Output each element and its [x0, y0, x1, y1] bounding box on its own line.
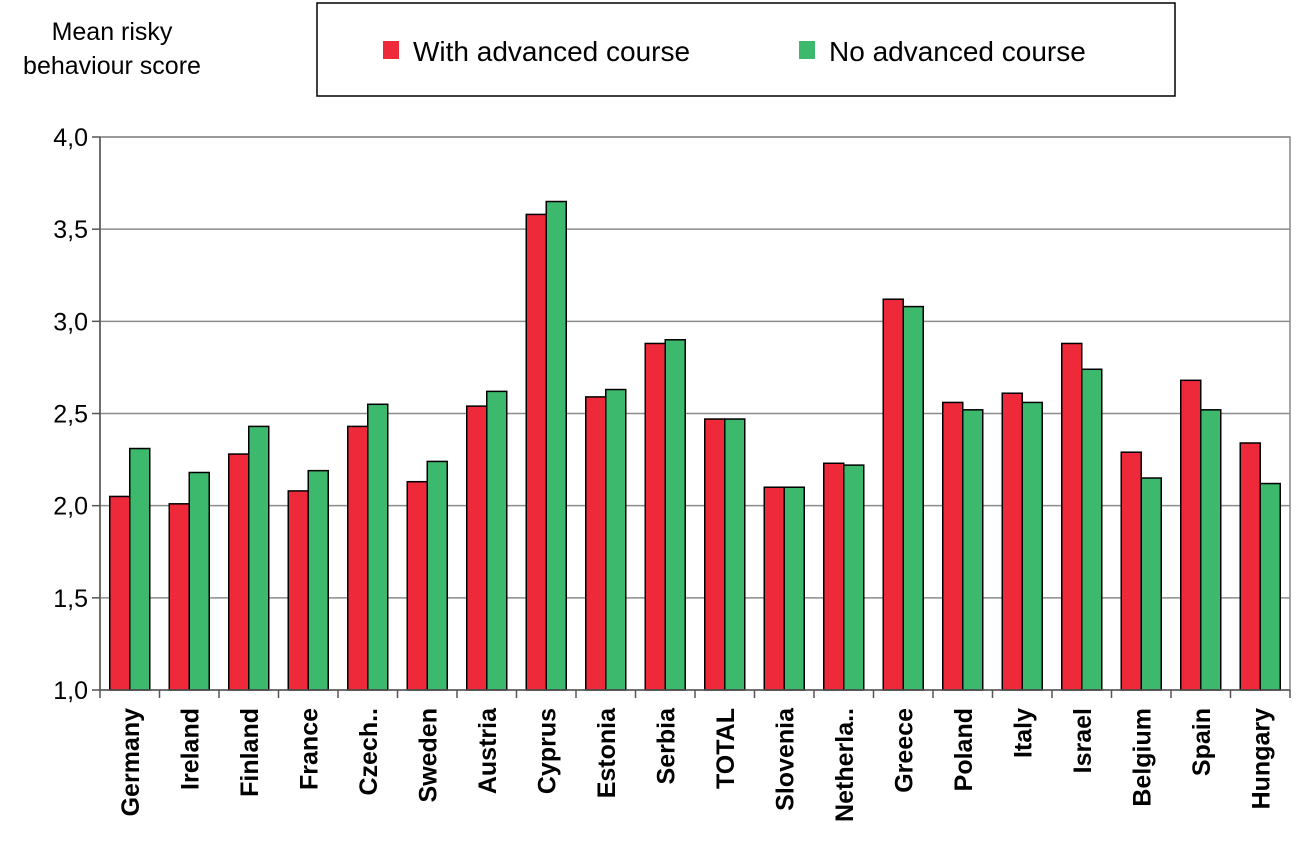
x-category-label: Greece: [890, 708, 918, 793]
bar-with-course: [109, 495, 131, 691]
x-category-label: Ireland: [176, 708, 204, 790]
bar-with-course: [1061, 342, 1083, 691]
bar-no-course: [426, 460, 448, 691]
x-category-label: Netherla..: [831, 708, 859, 822]
bar-with-course: [763, 486, 785, 691]
legend-swatch-with-course: [383, 41, 399, 59]
x-category-label: Belgium: [1128, 708, 1156, 807]
legend-label-with-course: With advanced course: [413, 36, 690, 67]
x-category-label: Serbia: [652, 707, 680, 785]
y-tick-label: 1,0: [53, 677, 88, 705]
bar-no-course: [367, 403, 389, 691]
legend-frame: [316, 2, 1176, 97]
x-category-label: Spain: [1188, 708, 1216, 776]
x-category-label: France: [295, 708, 323, 790]
x-category-label: Cyprus: [533, 708, 561, 794]
y-axis-label-line-2: behaviour score: [23, 52, 201, 80]
y-tick-label: 3,5: [53, 216, 88, 244]
x-category-label: Slovenia: [771, 707, 799, 811]
y-axis-label-line-1: Mean risky: [52, 18, 173, 46]
bar-no-course: [129, 447, 151, 691]
bar-with-course: [525, 213, 547, 691]
bar-with-course: [228, 453, 250, 691]
x-category-label: Poland: [950, 708, 978, 791]
bar-no-course: [1200, 409, 1222, 691]
bar-with-course: [942, 401, 964, 691]
y-tick-label: 2,5: [53, 401, 88, 429]
bar-with-course: [347, 425, 369, 691]
bar-with-course: [168, 503, 190, 691]
x-category-label: Israel: [1069, 708, 1097, 773]
y-tick-label: 1,5: [53, 585, 88, 613]
bar-no-course: [1259, 482, 1281, 691]
legend-label-no-course: No advanced course: [829, 36, 1086, 67]
bar-with-course: [704, 418, 726, 691]
bar-with-course: [585, 396, 607, 691]
x-category-label: Italy: [1009, 708, 1037, 758]
x-category-label: Germany: [117, 708, 145, 816]
bar-no-course: [545, 200, 567, 691]
bar-with-course: [823, 462, 845, 691]
bar-no-course: [664, 339, 686, 691]
x-category-label: TOTAL: [712, 708, 740, 789]
y-tick-label: 2,0: [53, 493, 88, 521]
bar-no-course: [188, 471, 210, 691]
plot-area: 1,0 1,5 2,0 2,5 3,0 3,5 4,0 Germany Ireland Finla…: [53, 124, 1291, 822]
legend-swatch-no-course: [799, 41, 815, 59]
bar-with-course: [644, 342, 666, 691]
bar-no-course: [1081, 368, 1103, 691]
bar-no-course: [902, 305, 924, 691]
bar-with-course: [882, 298, 904, 691]
bar-no-course: [962, 409, 984, 691]
bar-no-course: [1021, 401, 1043, 691]
bar-no-course: [724, 418, 746, 691]
bar-no-course: [843, 464, 865, 691]
bar-no-course: [783, 486, 805, 691]
x-category-label: Finland: [236, 708, 264, 797]
bar-no-course: [605, 388, 627, 691]
bar-no-course: [1140, 477, 1162, 691]
bar-with-course: [406, 480, 428, 691]
x-category-label: Sweden: [414, 708, 442, 802]
x-category-label: Austria: [474, 707, 502, 794]
bar-with-course: [1239, 442, 1261, 691]
legend: With advanced course No advanced course: [316, 2, 1176, 97]
x-category-label: Estonia: [593, 707, 621, 798]
bar-no-course: [486, 390, 508, 691]
bar-with-course: [466, 405, 488, 691]
y-tick-label: 3,0: [53, 308, 88, 336]
bar-no-course: [307, 469, 329, 691]
bar-with-course: [1001, 392, 1023, 691]
bar-no-course: [248, 425, 270, 691]
x-category-label: Hungary: [1247, 708, 1275, 810]
x-category-label: Czech..: [355, 708, 383, 796]
bar-with-course: [287, 490, 309, 691]
y-tick-label: 4,0: [53, 124, 88, 152]
bar-with-course: [1120, 451, 1142, 691]
bar-with-course: [1180, 379, 1202, 691]
